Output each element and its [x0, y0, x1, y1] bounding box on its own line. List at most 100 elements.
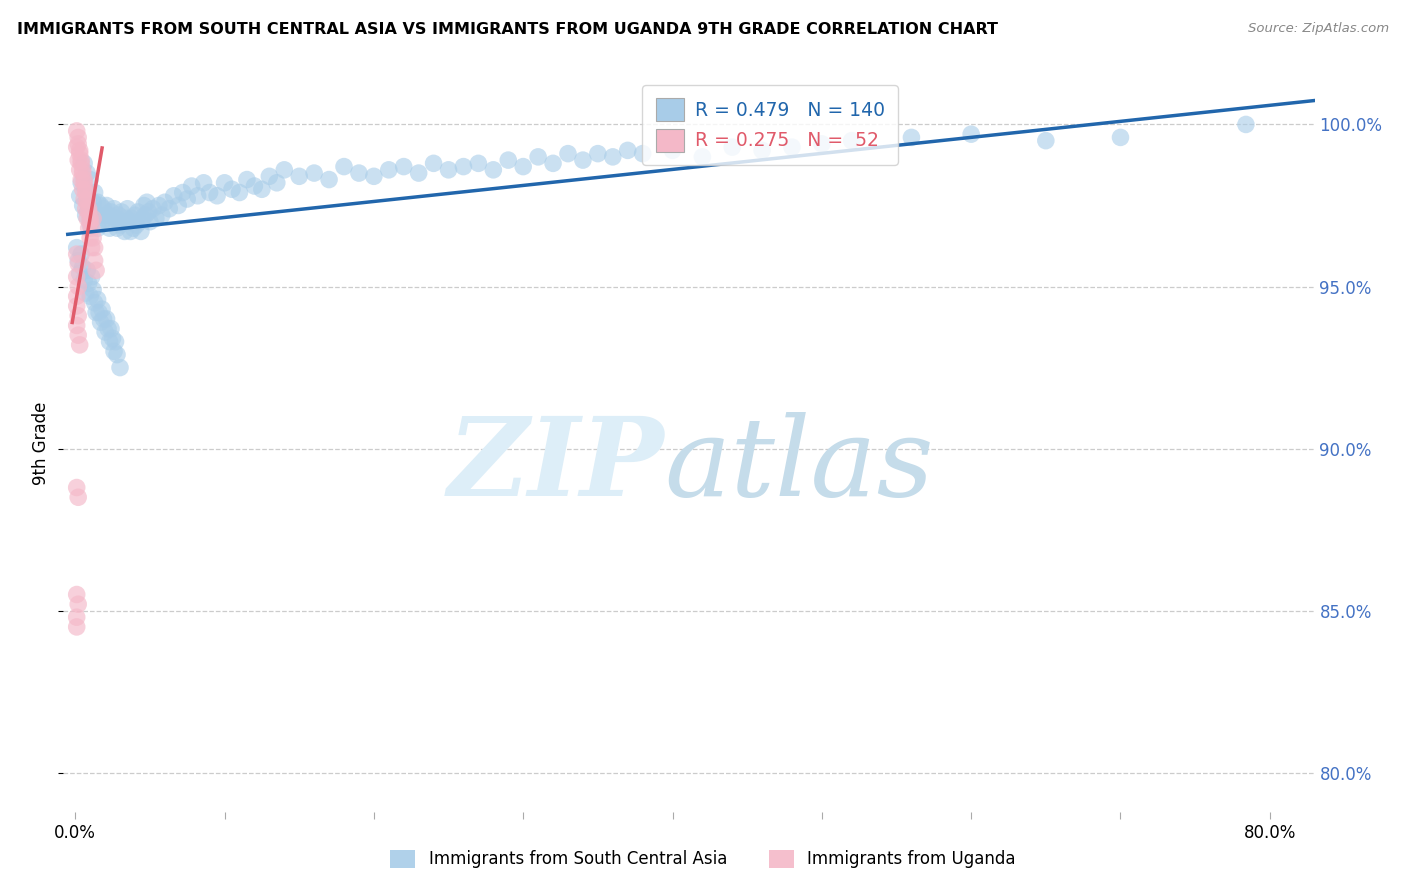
Point: [121, 211, 143, 226]
Point: [75, 286, 97, 301]
Point: [259, 169, 281, 184]
Point: [77, 277, 100, 291]
Point: [157, 202, 180, 216]
Point: [250, 182, 273, 196]
Point: [193, 176, 215, 190]
Point: [104, 211, 127, 226]
Point: [76, 192, 98, 206]
Point: [76, 211, 98, 226]
Point: [79, 172, 101, 186]
Point: [108, 360, 131, 375]
Point: [118, 215, 141, 229]
Point: [187, 188, 209, 202]
Point: [153, 195, 176, 210]
Point: [76, 263, 98, 277]
Point: [721, 140, 744, 154]
Text: Source: ZipAtlas.com: Source: ZipAtlas.com: [1249, 22, 1389, 36]
Point: [148, 198, 170, 212]
Point: [73, 176, 96, 190]
Point: [80, 241, 103, 255]
Point: [108, 218, 131, 232]
Point: [243, 179, 266, 194]
Point: [73, 273, 96, 287]
Point: [67, 328, 90, 343]
Point: [69, 146, 91, 161]
Point: [66, 247, 89, 261]
Point: [66, 299, 89, 313]
Point: [91, 215, 114, 229]
Point: [347, 166, 370, 180]
Point: [107, 208, 129, 222]
Point: [73, 156, 96, 170]
Point: [70, 156, 93, 170]
Point: [66, 620, 89, 634]
Point: [138, 205, 160, 219]
Point: [87, 305, 110, 319]
Point: [110, 205, 132, 219]
Point: [318, 172, 340, 186]
Point: [69, 267, 91, 281]
Point: [97, 208, 120, 222]
Point: [69, 338, 91, 352]
Point: [82, 283, 104, 297]
Point: [129, 224, 152, 238]
Y-axis label: 9th Grade: 9th Grade: [32, 402, 51, 485]
Point: [82, 231, 104, 245]
Legend: Immigrants from South Central Asia, Immigrants from Uganda: Immigrants from South Central Asia, Immi…: [382, 841, 1024, 877]
Point: [79, 215, 101, 229]
Point: [66, 124, 89, 138]
Point: [167, 198, 190, 212]
Point: [221, 182, 243, 196]
Point: [122, 221, 145, 235]
Point: [1234, 118, 1257, 132]
Point: [72, 198, 94, 212]
Text: atlas: atlas: [664, 412, 934, 520]
Point: [90, 315, 112, 329]
Point: [66, 241, 89, 255]
Point: [72, 260, 94, 274]
Point: [103, 344, 125, 359]
Point: [467, 156, 489, 170]
Point: [96, 198, 118, 212]
Point: [172, 186, 194, 200]
Text: IMMIGRANTS FROM SOUTH CENTRAL ASIA VS IMMIGRANTS FROM UGANDA 9TH GRADE CORRELATI: IMMIGRANTS FROM SOUTH CENTRAL ASIA VS IM…: [17, 22, 998, 37]
Point: [602, 150, 624, 164]
Point: [437, 162, 460, 177]
Point: [117, 202, 139, 216]
Point: [115, 211, 138, 226]
Point: [163, 188, 186, 202]
Point: [150, 208, 173, 222]
Point: [132, 198, 155, 212]
Point: [84, 208, 107, 222]
Point: [841, 134, 863, 148]
Point: [586, 146, 609, 161]
Point: [70, 176, 93, 190]
Point: [811, 136, 834, 151]
Text: ZIP: ZIP: [447, 412, 664, 520]
Point: [960, 127, 983, 141]
Point: [94, 325, 117, 339]
Point: [228, 186, 250, 200]
Point: [363, 169, 385, 184]
Point: [72, 162, 94, 177]
Point: [69, 162, 91, 177]
Point: [512, 160, 534, 174]
Point: [79, 289, 101, 303]
Point: [93, 312, 115, 326]
Point: [70, 247, 93, 261]
Point: [93, 202, 115, 216]
Point: [139, 215, 162, 229]
Point: [79, 211, 101, 226]
Point: [70, 153, 93, 167]
Point: [557, 146, 579, 161]
Point: [67, 490, 90, 504]
Point: [214, 176, 236, 190]
Point: [205, 188, 228, 202]
Point: [392, 160, 415, 174]
Point: [101, 215, 124, 229]
Point: [86, 293, 108, 307]
Point: [73, 192, 96, 206]
Point: [135, 195, 157, 210]
Point: [198, 186, 221, 200]
Point: [83, 186, 105, 200]
